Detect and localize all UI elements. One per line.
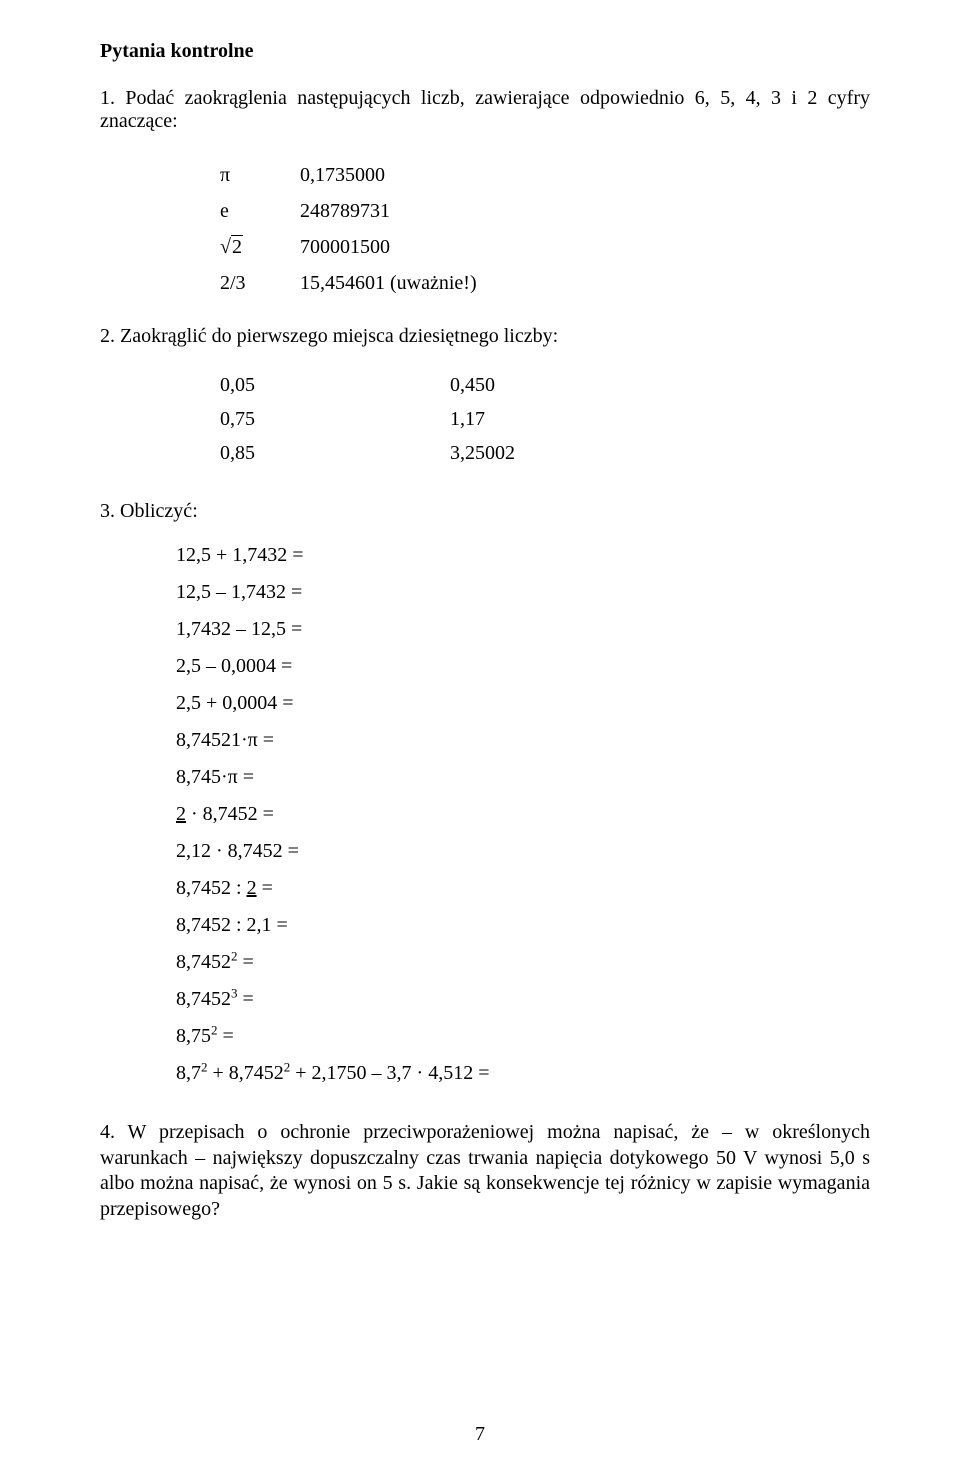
q1-symbol: e: [220, 193, 300, 229]
q1-symbol: 2/3: [220, 265, 300, 301]
equation: 8,7452 : 2 =: [176, 870, 870, 907]
equation: 2,12 · 8,7452 =: [176, 833, 870, 870]
equation: 8,74522 =: [176, 944, 870, 981]
q3-intro: 3. Obliczyć:: [100, 500, 870, 523]
equation: 8,74521·π =: [176, 722, 870, 759]
equation: 1,7432 – 12,5 =: [176, 611, 870, 648]
q2-col-a: 0,75: [220, 402, 450, 436]
equation: 2,5 – 0,0004 =: [176, 648, 870, 685]
q3-equation-list: 12,5 + 1,7432 =12,5 – 1,7432 =1,7432 – 1…: [176, 537, 870, 1092]
equation: 2 · 8,7452 =: [176, 796, 870, 833]
q1-row: π0,1735000: [220, 157, 870, 193]
q2-col-b: 1,17: [450, 402, 600, 436]
q2-col-a: 0,05: [220, 368, 450, 402]
q1-value: 700001500: [300, 229, 510, 265]
q2-row: 0,050,450: [220, 368, 870, 402]
equation: 8,752 =: [176, 1018, 870, 1055]
q4-paragraph: 4. W przepisach o ochronie przeciwporaże…: [100, 1120, 870, 1222]
q2-col-b: 0,450: [450, 368, 600, 402]
q1-value: 15,454601 (uważnie!): [300, 265, 510, 301]
q1-row: 2/315,454601 (uważnie!): [220, 265, 870, 301]
q2-col-b: 3,25002: [450, 436, 600, 470]
equation: 8,74523 =: [176, 981, 870, 1018]
equation: 2,5 + 0,0004 =: [176, 685, 870, 722]
q2-row: 0,853,25002: [220, 436, 870, 470]
q1-value: 0,1735000: [300, 157, 510, 193]
q1-symbol: π: [220, 157, 300, 193]
equation: 8,745·π =: [176, 759, 870, 796]
q1-value: 248789731: [300, 193, 510, 229]
equation: 8,7452 : 2,1 =: [176, 907, 870, 944]
q1-table: π0,1735000e248789731√27000015002/315,454…: [220, 157, 870, 301]
q2-col-a: 0,85: [220, 436, 450, 470]
q2-row: 0,751,17: [220, 402, 870, 436]
q1-row: e248789731: [220, 193, 870, 229]
equation: 8,72 + 8,74522 + 2,1750 – 3,7 · 4,512 =: [176, 1055, 870, 1092]
q1-symbol: √2: [220, 229, 300, 265]
q1-intro: 1. Podać zaokrąglenia następujących licz…: [100, 87, 870, 133]
page-number: 7: [0, 1423, 960, 1446]
equation: 12,5 + 1,7432 =: [176, 537, 870, 574]
page-heading: Pytania kontrolne: [100, 40, 870, 63]
q2-intro: 2. Zaokrąglić do pierwszego miejsca dzie…: [100, 325, 870, 348]
q1-row: √2700001500: [220, 229, 870, 265]
q2-table: 0,050,4500,751,170,853,25002: [220, 368, 870, 470]
equation: 12,5 – 1,7432 =: [176, 574, 870, 611]
